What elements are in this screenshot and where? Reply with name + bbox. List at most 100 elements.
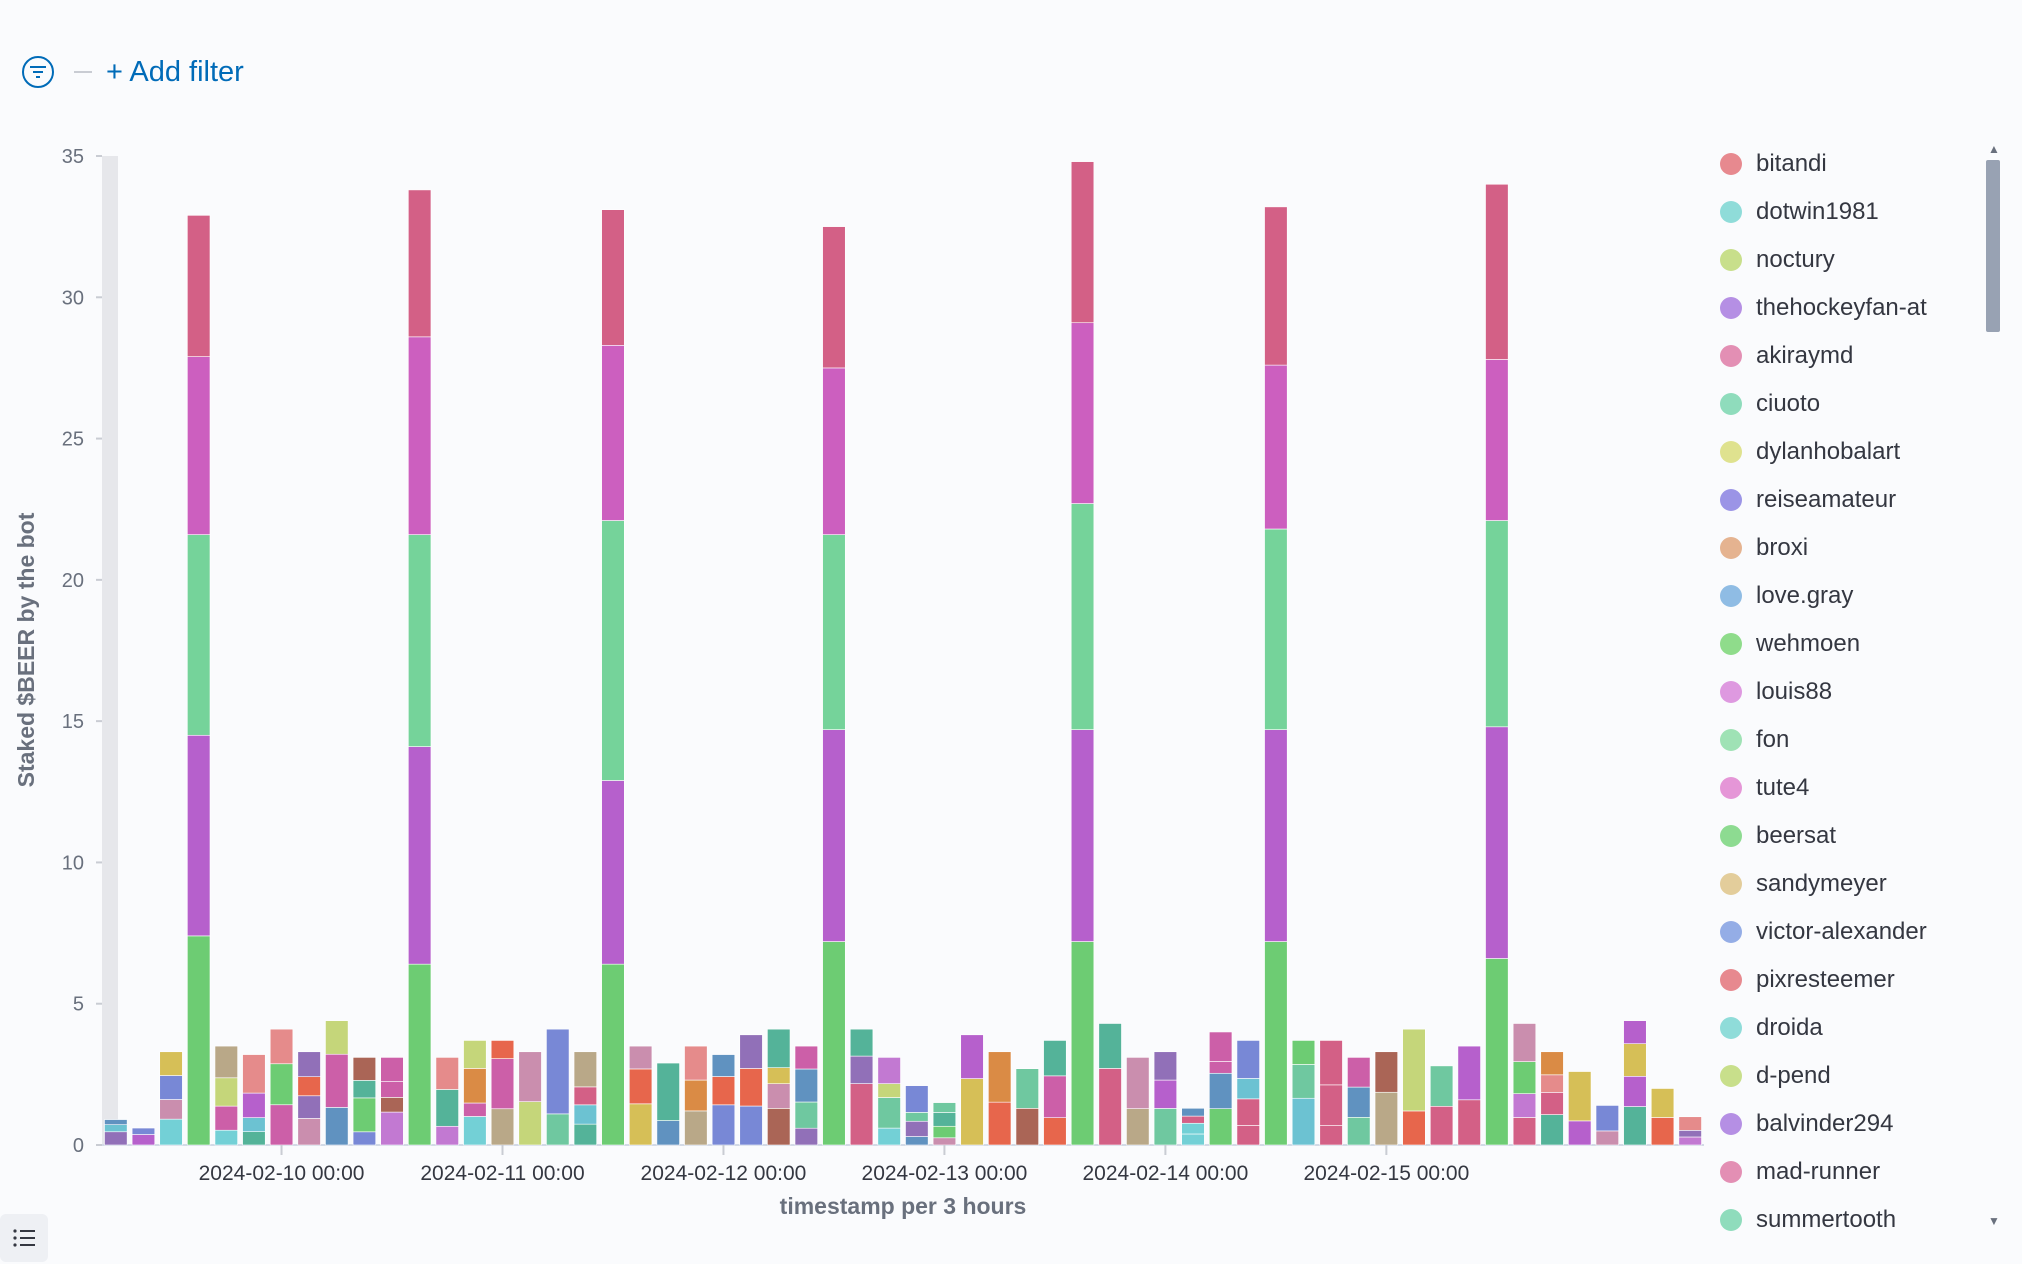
bar-segment[interactable] (988, 1051, 1012, 1103)
bar-segment[interactable] (159, 1118, 183, 1146)
bar-segment[interactable] (822, 534, 846, 730)
legend-item[interactable]: thehockeyfan-at (1720, 284, 1980, 332)
bar-segment[interactable] (960, 1034, 984, 1079)
bar-segment[interactable] (601, 780, 625, 965)
bar-segment[interactable] (573, 1104, 597, 1125)
legend-item[interactable]: dotwin1981 (1720, 188, 1980, 236)
bar-segment[interactable] (1512, 1061, 1537, 1094)
bar-segment[interactable] (656, 1062, 680, 1121)
bar-segment[interactable] (408, 534, 432, 747)
bar-segment[interactable] (1374, 1051, 1398, 1093)
bar-segment[interactable] (932, 1137, 957, 1146)
bar-segment[interactable] (1264, 364, 1288, 530)
bar-segment[interactable] (187, 215, 211, 357)
bar-segment[interactable] (214, 1077, 238, 1107)
bar-segment[interactable] (1457, 1099, 1481, 1146)
bar-segment[interactable] (684, 1110, 708, 1146)
bar-segment[interactable] (1540, 1074, 1564, 1093)
bar-segment[interactable] (1485, 183, 1509, 360)
bar-segment[interactable] (573, 1051, 597, 1088)
bar-segment[interactable] (1568, 1120, 1592, 1146)
bar-segment[interactable] (518, 1051, 542, 1102)
bar-segment[interactable] (1070, 161, 1095, 324)
legend-item[interactable]: love.gray (1720, 572, 1980, 620)
bar-segment[interactable] (104, 1124, 128, 1133)
bar-segment[interactable] (1236, 1078, 1260, 1100)
bar-segment[interactable] (1181, 1122, 1205, 1135)
legend-item[interactable]: mad-runner (1720, 1148, 1980, 1196)
bar-segment[interactable] (490, 1040, 515, 1059)
bar-segment[interactable] (1209, 1108, 1233, 1146)
bar-segment[interactable] (1319, 1084, 1343, 1126)
bar-segment[interactable] (435, 1089, 459, 1127)
bar-segment[interactable] (325, 1107, 349, 1146)
legend-item[interactable]: bitandi (1720, 140, 1980, 188)
bar-segment[interactable] (932, 1125, 957, 1139)
bar-segment[interactable] (242, 1131, 266, 1146)
bar-segment[interactable] (1209, 1061, 1233, 1074)
legend-item[interactable]: fon (1720, 716, 1980, 764)
bar-segment[interactable] (380, 1111, 404, 1146)
bar-segment[interactable] (380, 1057, 404, 1082)
bar-segment[interactable] (1650, 1117, 1675, 1146)
bar-segment[interactable] (297, 1051, 321, 1078)
bar-segment[interactable] (794, 1068, 818, 1103)
scroll-up-icon[interactable]: ▲ (1988, 142, 2000, 156)
legend-item[interactable]: beersat (1720, 812, 1980, 860)
bar-segment[interactable] (159, 1075, 183, 1100)
bar-segment[interactable] (1153, 1051, 1178, 1081)
bar-segment[interactable] (1402, 1110, 1426, 1146)
bar-segment[interactable] (1181, 1107, 1205, 1117)
legend-item[interactable]: noctury (1720, 236, 1980, 284)
bar-segment[interactable] (1512, 1093, 1537, 1118)
bar-segment[interactable] (794, 1127, 818, 1146)
bar-segment[interactable] (1347, 1086, 1371, 1118)
bar-segment[interactable] (352, 1131, 377, 1146)
bar-segment[interactable] (546, 1113, 570, 1146)
bar-segment[interactable] (1485, 958, 1509, 1146)
bar-segment[interactable] (1512, 1117, 1537, 1146)
bar-segment[interactable] (1070, 941, 1095, 1146)
bar-segment[interactable] (214, 1129, 238, 1146)
bar-segment[interactable] (380, 1081, 404, 1098)
bar-segment[interactable] (1540, 1051, 1564, 1076)
bar-segment[interactable] (628, 1045, 653, 1070)
bar-segment[interactable] (1126, 1057, 1150, 1109)
legend-item[interactable]: victor-alexander (1720, 908, 1980, 956)
scroll-down-icon[interactable]: ▼ (1988, 1214, 2000, 1228)
bar-segment[interactable] (297, 1118, 321, 1146)
legend-item[interactable]: dylanhobalart (1720, 428, 1980, 476)
bar-segment[interactable] (463, 1102, 487, 1117)
bar-segment[interactable] (684, 1045, 708, 1081)
bar-segment[interactable] (1236, 1125, 1260, 1146)
bar-segment[interactable] (325, 1053, 349, 1108)
bar-segment[interactable] (849, 1083, 874, 1146)
bar-segment[interactable] (739, 1034, 763, 1069)
list-icon[interactable] (0, 1214, 48, 1262)
bar-segment[interactable] (1236, 1040, 1260, 1079)
bar-segment[interactable] (463, 1068, 487, 1104)
bar-segment[interactable] (767, 1028, 791, 1068)
bar-segment[interactable] (1264, 528, 1288, 730)
legend-item[interactable]: ciuoto (1720, 380, 1980, 428)
bar-segment[interactable] (601, 209, 625, 346)
bar-segment[interactable] (711, 1054, 736, 1077)
bar-segment[interactable] (822, 226, 846, 369)
bar-segment[interactable] (1070, 729, 1095, 942)
bar-segment[interactable] (877, 1097, 901, 1129)
bar-segment[interactable] (1678, 1130, 1702, 1138)
bar-segment[interactable] (546, 1028, 570, 1115)
bar-segment[interactable] (1209, 1031, 1233, 1062)
bar-segment[interactable] (1540, 1092, 1564, 1115)
legend-item[interactable]: sandymeyer (1720, 860, 1980, 908)
bar-segment[interactable] (767, 1083, 791, 1109)
bar-segment[interactable] (1264, 206, 1288, 366)
bar-segment[interactable] (1070, 503, 1095, 730)
bar-segment[interactable] (269, 1028, 294, 1065)
bar-segment[interactable] (325, 1020, 349, 1055)
bar-segment[interactable] (242, 1054, 266, 1094)
bar-segment[interactable] (242, 1092, 266, 1118)
bar-segment[interactable] (1512, 1023, 1537, 1062)
bar-segment[interactable] (187, 356, 211, 535)
bar-segment[interactable] (822, 367, 846, 535)
